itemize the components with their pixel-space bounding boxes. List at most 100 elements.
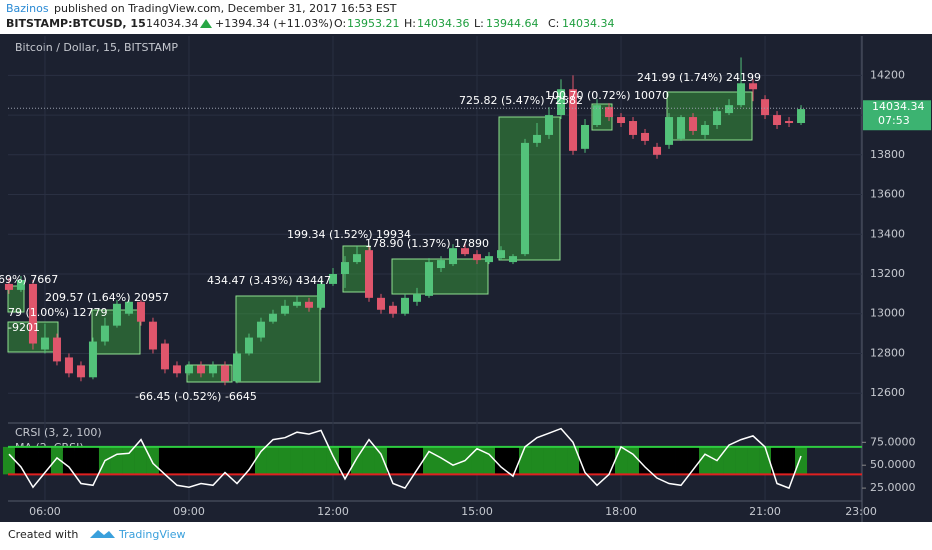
candle-body <box>304 301 313 308</box>
x-tick-label: 21:00 <box>749 505 781 518</box>
band-fill <box>26 446 39 475</box>
candle-body <box>124 301 133 314</box>
candle-body <box>220 365 229 382</box>
band-fill <box>519 446 532 475</box>
annotation: 725.82 (5.47%) 72582 <box>459 94 583 107</box>
band-fill <box>110 446 123 475</box>
candle-body <box>244 337 253 354</box>
y-tick-label: 13400 <box>870 227 905 240</box>
candle-body <box>737 83 746 106</box>
countdown: 07:53 <box>878 114 910 127</box>
y-tick-label: 13800 <box>870 148 905 161</box>
chart-title: Bitcoin / Dollar, 15, BITSTAMP <box>15 41 178 54</box>
band-fill <box>507 446 520 475</box>
band-fill <box>158 446 171 475</box>
candle-body <box>749 83 758 90</box>
candle-body <box>136 301 145 322</box>
candle-body <box>148 321 157 350</box>
footer-brand[interactable]: TradingView <box>118 528 185 541</box>
candle-body <box>88 341 97 378</box>
candle-body <box>400 297 409 314</box>
measure-box <box>7 285 25 313</box>
candle-body <box>352 254 361 263</box>
annotation: 241.99 (1.74%) 24199 <box>637 71 761 84</box>
candle-body <box>184 365 193 374</box>
band-fill <box>122 446 135 475</box>
candle-body <box>617 117 626 124</box>
candle-body <box>52 337 61 362</box>
candle-body <box>593 105 602 126</box>
band-fill <box>555 446 568 475</box>
candle-body <box>172 365 181 374</box>
o-label: O: <box>334 17 346 30</box>
y-tick-label: 13600 <box>870 188 905 201</box>
band-fill <box>74 446 87 475</box>
band-fill <box>278 446 291 475</box>
band-fill <box>567 446 580 475</box>
author[interactable]: Bazinos <box>6 2 49 15</box>
band-fill <box>302 446 315 475</box>
band-fill <box>398 446 411 475</box>
candle-body <box>497 250 506 259</box>
candle-body <box>449 248 458 265</box>
band-fill <box>747 446 760 475</box>
candle-body <box>364 250 373 298</box>
band-fill <box>699 446 712 475</box>
y-tick-label: 50.0000 <box>870 458 916 471</box>
band-fill <box>410 446 423 475</box>
crsi-line <box>8 427 802 490</box>
h-label: H: <box>404 17 416 30</box>
band-fill <box>182 446 195 475</box>
published: published on TradingView.com, December 3… <box>54 2 397 15</box>
band-fill <box>146 446 159 475</box>
band-fill <box>374 446 387 475</box>
candle-body <box>64 357 73 374</box>
candle-body <box>76 365 85 378</box>
candle-body <box>16 279 25 290</box>
x-tick-label: 12:00 <box>317 505 349 518</box>
band-fill <box>771 446 784 475</box>
band-fill <box>471 446 484 475</box>
candle-body <box>28 283 37 344</box>
y-tick-label: 13000 <box>870 307 905 320</box>
band-fill <box>543 446 556 475</box>
candle-body <box>677 117 686 139</box>
l-label: L: <box>474 17 484 30</box>
band-fill <box>687 446 700 475</box>
band-fill <box>386 446 399 475</box>
band-fill <box>591 446 604 475</box>
band-fill <box>783 446 796 475</box>
band-fill <box>134 446 147 475</box>
band-fill <box>254 446 267 475</box>
y-tick-label: 12600 <box>870 386 905 399</box>
band-fill <box>651 446 664 475</box>
band-fill <box>326 446 339 475</box>
band-fill <box>627 446 640 475</box>
annotation: 79 (1.00%) 12779 <box>8 306 108 319</box>
candle-body <box>641 132 650 141</box>
band-fill <box>242 446 255 475</box>
band-fill <box>603 446 616 475</box>
candle-body <box>605 107 614 118</box>
band-fill <box>495 446 508 475</box>
candle-body <box>316 283 325 308</box>
candle-body <box>629 121 638 135</box>
candle-body <box>328 273 337 284</box>
candle-body <box>412 293 421 302</box>
band-fill <box>338 446 351 475</box>
candle-body <box>461 248 470 255</box>
candle-body <box>268 313 277 322</box>
header: Bazinos published on TradingView.com, De… <box>6 2 615 30</box>
annotation: -66.45 (-0.52%) -6645 <box>135 390 257 403</box>
band-fill <box>206 446 219 475</box>
band-fill <box>314 446 327 475</box>
band-fill <box>483 446 496 475</box>
band-fill <box>615 446 628 475</box>
band-fill <box>362 446 375 475</box>
band-fill <box>218 446 231 475</box>
band-fill <box>50 446 63 475</box>
candle-body <box>232 353 241 382</box>
candle-body <box>797 109 806 124</box>
h-value: 14034.36 <box>417 17 470 30</box>
candle-body <box>653 146 662 155</box>
